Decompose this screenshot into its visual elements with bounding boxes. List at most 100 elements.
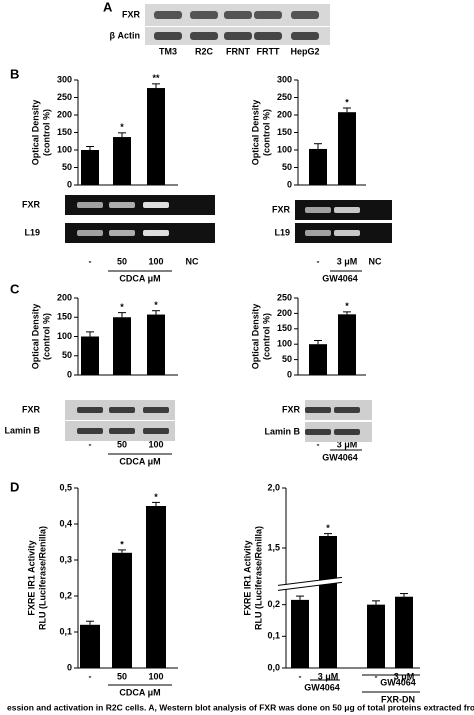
blot-band — [77, 407, 103, 413]
blot-band — [334, 407, 360, 413]
y-tick-label: 200 — [277, 109, 292, 119]
blot-band — [154, 11, 182, 19]
lane-label: TM3 — [159, 46, 177, 56]
y-tick-label: 150 — [277, 323, 292, 333]
significance: * — [154, 300, 158, 310]
blot-band — [154, 32, 182, 40]
y-tick-label: 0,3 — [59, 554, 72, 564]
blot-row-label: Lamin B — [264, 426, 300, 436]
lane-label: 3 μM — [318, 671, 339, 681]
lane-label: - — [299, 671, 302, 681]
y-tick-label: 100 — [277, 339, 292, 349]
y-axis-label: (control %) — [261, 109, 271, 156]
panel-letter: C — [10, 281, 20, 296]
panel-letter: D — [10, 479, 19, 494]
y-tick-label: 0,5 — [59, 482, 72, 492]
bar — [338, 112, 356, 185]
y-axis-label: (control %) — [261, 313, 271, 360]
blot-row-label: FXR — [22, 404, 41, 414]
blot-band — [305, 230, 331, 236]
axis-break-line — [277, 581, 343, 591]
blot-band — [224, 11, 252, 19]
y-tick-label: 0,2 — [59, 590, 72, 600]
y-tick-label: 300 — [57, 74, 72, 84]
y-tick-label: 200 — [57, 292, 72, 302]
bar — [309, 344, 327, 375]
y-tick-label: 150 — [57, 127, 72, 137]
significance: * — [120, 122, 124, 132]
blot-band — [143, 407, 169, 413]
bar — [113, 137, 131, 185]
bar — [147, 88, 165, 185]
lane-label: 50 — [117, 439, 127, 449]
y-tick-label: 0,1 — [59, 626, 72, 636]
lane-label: - — [375, 671, 378, 681]
lane-label: 100 — [148, 671, 163, 681]
blot — [65, 223, 215, 243]
bar — [338, 314, 356, 375]
lane-label: NC — [186, 256, 199, 266]
group-label: CDCA μM — [119, 687, 160, 697]
lane-label: 50 — [117, 671, 127, 681]
lane-label: 3 μM — [337, 439, 358, 449]
blot-band — [190, 32, 218, 40]
blot-band — [109, 428, 135, 434]
significance: * — [120, 302, 124, 312]
blot-band — [77, 428, 103, 434]
significance: * — [154, 492, 158, 502]
significance: * — [326, 523, 330, 533]
y-tick-label: 100 — [277, 144, 292, 154]
blot-band — [291, 32, 319, 40]
blot-band — [334, 230, 360, 236]
caption: ession and activation in R2C cells. A, W… — [7, 702, 474, 712]
y-tick-label: 0,2 — [267, 599, 280, 609]
panel-letter: A — [103, 0, 113, 14]
y-axis-label: (control %) — [41, 109, 51, 156]
y-tick-label: 2,0 — [267, 482, 280, 492]
y-axis-label: FXRE IR1 Activity — [26, 540, 36, 615]
lane-label: 50 — [117, 256, 127, 266]
y-tick-label: 250 — [57, 92, 72, 102]
bar — [395, 596, 413, 668]
bar — [112, 552, 132, 668]
blot-band — [305, 407, 331, 413]
bar — [80, 624, 100, 668]
bar — [319, 536, 337, 668]
y-tick-label: 1,5 — [267, 542, 280, 552]
significance: * — [345, 97, 349, 107]
blot-row-label: FXR — [282, 404, 301, 414]
y-tick-label: 0 — [67, 662, 72, 672]
blot-row-label: β Actin — [110, 30, 141, 40]
lane-label: - — [89, 671, 92, 681]
y-tick-label: 50 — [62, 350, 72, 360]
group-label: GW4064 — [380, 677, 416, 687]
lane-label: HepG2 — [290, 46, 319, 56]
blot-row-label: L19 — [274, 227, 290, 237]
blot-band — [143, 202, 169, 208]
bar — [309, 148, 327, 185]
blot-band — [334, 429, 360, 435]
y-tick-label: 0,1 — [267, 631, 280, 641]
group-label: GW4064 — [322, 452, 358, 462]
blot-band — [109, 407, 135, 413]
y-tick-label: 250 — [277, 92, 292, 102]
panel-letter: B — [10, 66, 19, 81]
blot-band — [224, 32, 252, 40]
blot-band — [77, 202, 103, 208]
blot-band — [305, 207, 331, 213]
lane-label: 100 — [148, 256, 163, 266]
y-axis-label: RLU (Luciferase/Renilla) — [253, 526, 263, 630]
bar — [81, 150, 99, 185]
blot-band — [334, 207, 360, 213]
bar — [113, 317, 131, 375]
lane-label: 3 μM — [394, 671, 415, 681]
lane-label: - — [317, 256, 320, 266]
blot-band — [305, 429, 331, 435]
lane-label: 100 — [148, 439, 163, 449]
blot-band — [254, 11, 282, 19]
lane-label: - — [89, 439, 92, 449]
blot-row-label: FXR — [22, 199, 41, 209]
y-tick-label: 0,0 — [267, 662, 280, 672]
blot-band — [109, 202, 135, 208]
